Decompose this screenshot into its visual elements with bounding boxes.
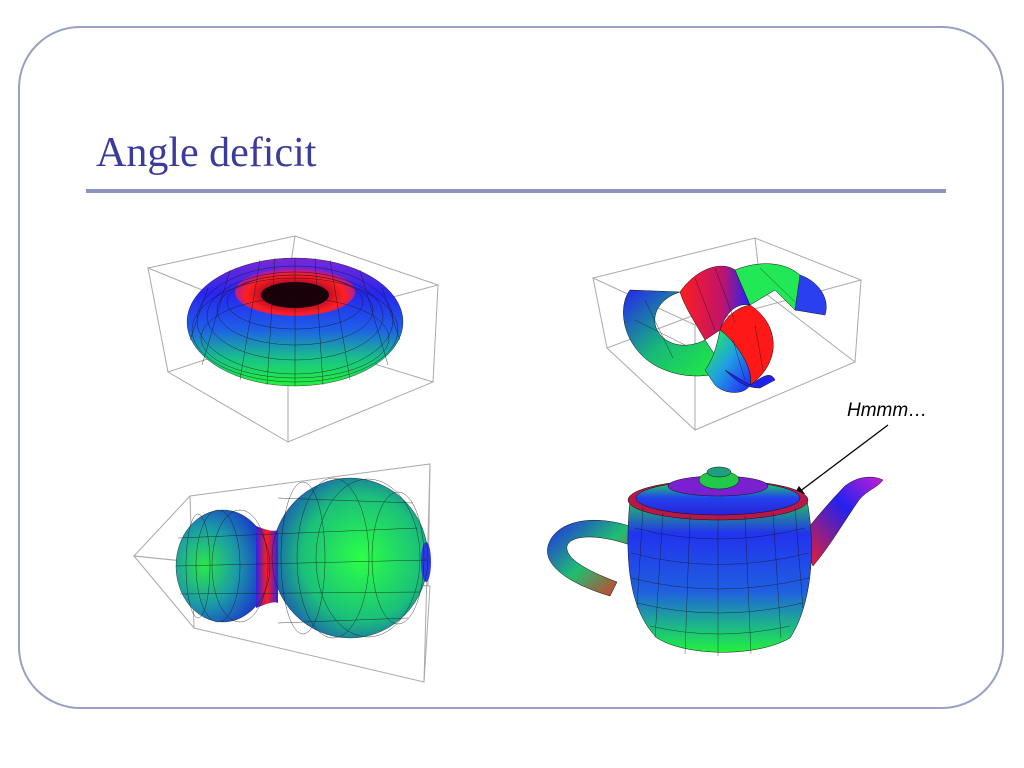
twisted-surface-mesh (623, 263, 827, 393)
hmmm-annotation: Hmmm… (847, 400, 928, 421)
teapot-figure (547, 466, 884, 656)
peanut-mesh (175, 477, 431, 639)
torus-mesh (186, 257, 404, 387)
slide-title: Angle deficit (96, 130, 317, 176)
peanut-surface-figure (132, 463, 431, 683)
twisted-surface-figure (591, 237, 863, 431)
torus-figure (146, 235, 440, 443)
title-underline (86, 189, 946, 193)
teapot-mesh (547, 466, 884, 656)
slide-frame (18, 26, 1004, 709)
